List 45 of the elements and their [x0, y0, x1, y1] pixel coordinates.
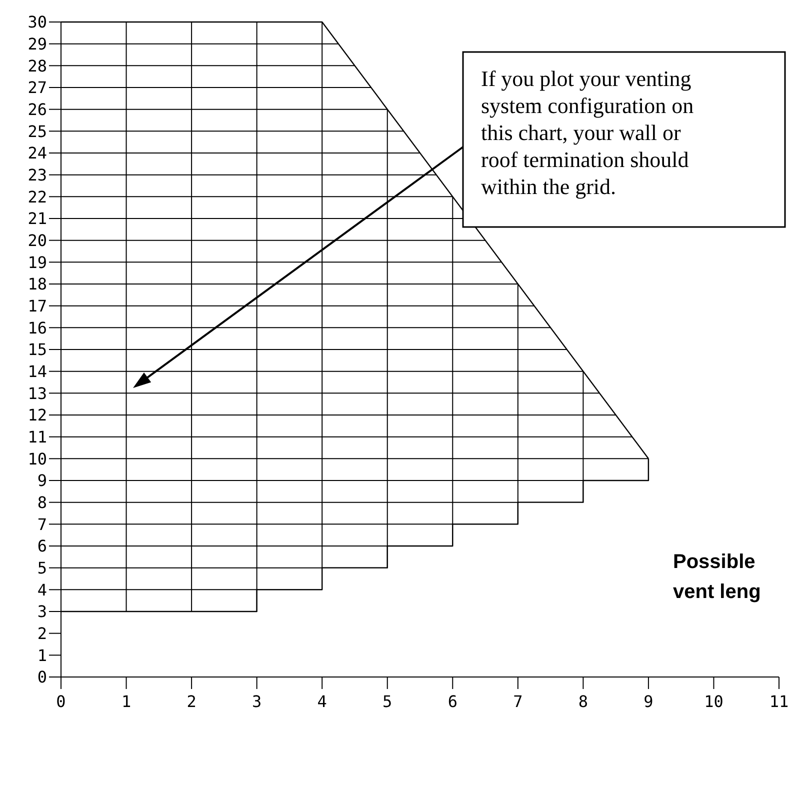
annotation: If you plot your venting system configuration on this chart, your wall or roof termination should within the grid. [481, 66, 694, 199]
y-tick-label: 21 [28, 209, 47, 228]
y-tick-label: 13 [28, 384, 47, 403]
y-tick-label: 12 [28, 406, 47, 425]
y-tick-label: 27 [28, 78, 47, 98]
y-tick-label: 24 [28, 144, 47, 163]
y-tick-label: 18 [28, 274, 47, 294]
annotation: Possible vent leng [673, 551, 761, 603]
y-tick-label: 16 [28, 318, 47, 338]
y-tick-label: 1 [37, 646, 47, 665]
x-tick-label: 7 [513, 692, 523, 711]
y-tick-label: 14 [28, 362, 47, 381]
y-tick-label: 10 [28, 449, 47, 468]
x-tick-label: 11 [769, 692, 789, 711]
y-tick-label: 2 [37, 624, 47, 643]
y-tick-label: 11 [28, 427, 47, 446]
y-tick-label: 30 [28, 12, 47, 32]
x-tick-label: 9 [644, 692, 654, 711]
y-tick-label: 7 [37, 514, 47, 534]
x-tick-label: 5 [382, 692, 392, 711]
y-tick-label: 23 [28, 165, 47, 184]
y-tick-label: 19 [28, 252, 47, 272]
x-tick-label: 3 [252, 692, 262, 711]
y-tick-label: 29 [28, 34, 47, 54]
y-tick-label: 6 [37, 536, 47, 556]
y-tick-label: 20 [28, 230, 47, 250]
y-tick-label: 17 [28, 296, 47, 316]
y-tick-label: 0 [37, 668, 47, 687]
y-tick-label: 25 [28, 122, 47, 141]
y-tick-label: 26 [28, 100, 47, 119]
y-tick-label: 22 [28, 187, 47, 206]
x-tick-label: 2 [186, 692, 196, 711]
x-tick-label: 1 [121, 692, 132, 711]
y-tick-label: 4 [37, 580, 47, 600]
y-tick-label: 9 [37, 471, 47, 490]
x-tick-label: 0 [56, 692, 66, 711]
y-tick-label: 5 [37, 558, 47, 578]
x-tick-label: 6 [448, 692, 458, 711]
x-tick-label: 4 [317, 692, 327, 711]
y-tick-label: 8 [37, 492, 47, 512]
y-tick-label: 28 [28, 56, 47, 76]
y-tick-label: 15 [28, 340, 47, 360]
x-tick-label: 8 [578, 692, 588, 711]
y-tick-label: 3 [37, 602, 47, 622]
x-tick-label: 10 [704, 692, 724, 711]
